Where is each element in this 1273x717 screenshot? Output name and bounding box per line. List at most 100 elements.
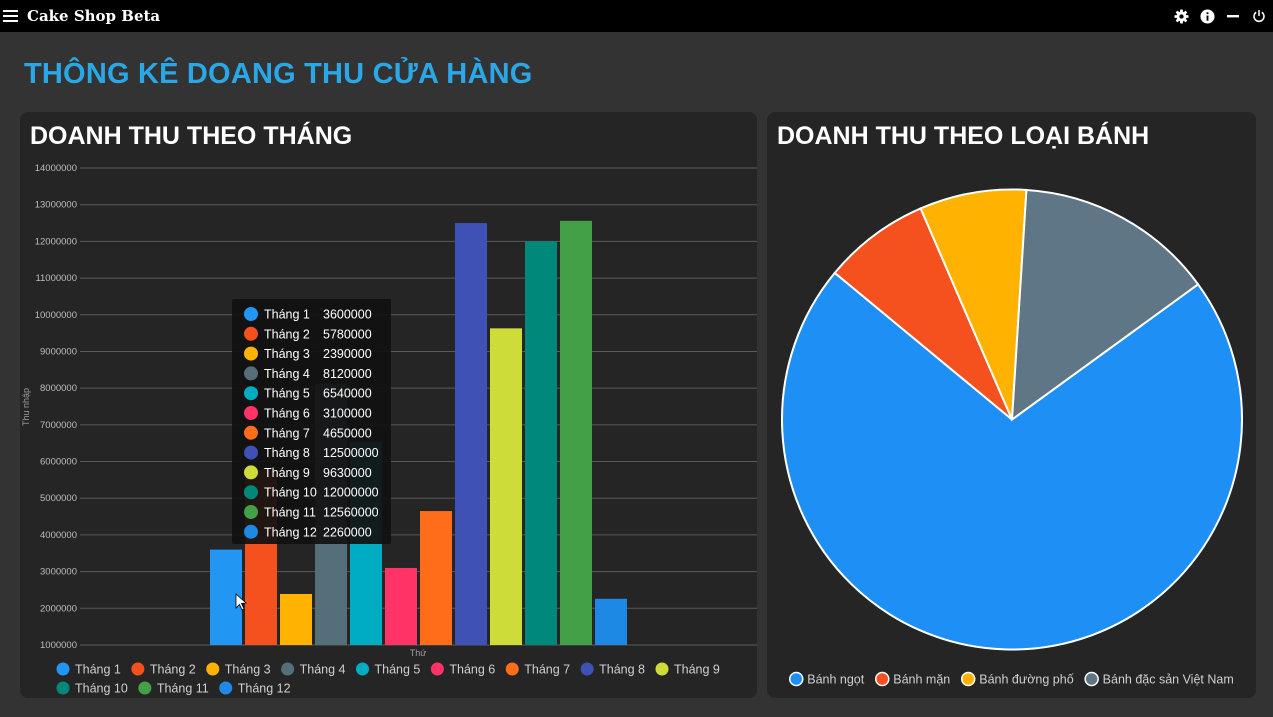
tooltip-swatch [244,425,258,440]
tooltip-swatch [244,307,258,321]
pie-slice-2[interactable] [833,207,1013,421]
tooltip-value: 2260000 [323,525,372,539]
legend-label[interactable]: Tháng 11 [157,682,209,696]
y-tick-label: 12000000 [35,236,77,247]
tooltip-value: 12000000 [323,486,379,500]
tooltip-value: 3600000 [323,308,372,322]
legend-swatch [788,671,804,687]
legend-label[interactable]: Tháng 7 [524,663,570,677]
y-tick-label: 13000000 [35,200,77,211]
hamburger-menu-icon[interactable] [3,10,19,22]
tooltip-value: 12560000 [323,506,379,520]
legend-swatch [138,681,152,695]
tooltip-value: 5780000 [323,327,372,341]
legend-swatch [430,662,444,676]
y-tick-label: 3000000 [40,567,77,578]
legend-swatch [655,662,669,676]
tooltip-month-label: Tháng 3 [264,347,310,361]
legend-label[interactable]: Tháng 12 [238,682,291,696]
app-title: Cake Shop Beta [27,7,161,25]
y-tick-label: 1000000 [40,640,77,651]
title-bar: Cake Shop Beta [0,0,1273,32]
tooltip-value: 8120000 [323,367,372,381]
tooltip-month-label: Tháng 4 [264,367,310,381]
pie-slice-4[interactable] [1010,188,1200,422]
legend-label[interactable]: Tháng 1 [75,663,121,677]
cake-type-revenue-panel: DOANH THU THEO LOẠI BÁNH Bánh ngọt Bánh m… [767,112,1256,698]
y-axis-label: Thu nhập [21,388,31,426]
legend-swatch [281,662,295,676]
legend-swatch [56,681,70,695]
y-tick-label: 4000000 [40,530,77,541]
tooltip-swatch [244,505,258,519]
minimize-icon[interactable] [1225,8,1241,24]
legend-label[interactable]: Bánh mặn [893,673,950,687]
tooltip-month-label: Tháng 5 [264,387,310,401]
pie-legend: Bánh ngọt Bánh mặn Bánh đường phố Bánh đặc … [788,671,1234,687]
tooltip-swatch [244,366,258,381]
bar-10[interactable] [525,241,557,645]
tooltip-month-label: Tháng 6 [264,407,310,421]
power-icon[interactable] [1251,8,1267,24]
legend-swatch [505,662,519,676]
tooltip-value: 2390000 [323,347,372,361]
bar-7[interactable] [420,511,452,645]
bar-8[interactable] [455,223,487,645]
y-tick-label: 6000000 [40,457,77,468]
tooltip-swatch [244,406,258,420]
y-tick-label: 7000000 [40,420,77,431]
tooltip-value: 4650000 [323,426,372,440]
tooltip-swatch [244,485,258,500]
tooltip-swatch [244,326,258,341]
tooltip-swatch [244,386,258,401]
pie-chart-title: DOANH THU THEO LOẠI BÁNH [777,122,1150,150]
legend-swatch [580,662,594,676]
legend-swatch [219,681,233,695]
tooltip-month-label: Tháng 1 [264,308,310,322]
tooltip-month-label: Tháng 8 [264,446,310,460]
bar-9[interactable] [490,328,522,645]
legend-label[interactable]: Tháng 4 [300,663,346,677]
page-title: THÔNG KÊ DOANG THU CỬA HÀNG [24,58,533,90]
legend-label[interactable]: Tháng 2 [150,663,196,677]
bar-3[interactable] [280,593,312,645]
settings-icon[interactable] [1173,8,1189,24]
legend-swatch [56,662,70,676]
legend-swatch [206,662,220,676]
legend-label[interactable]: Bánh đặc sản Việt Nam [1103,673,1234,687]
pie-slice-3[interactable] [919,188,1028,420]
legend-label[interactable]: Tháng 9 [674,663,720,677]
tooltip-swatch [244,346,258,361]
bar-11[interactable] [560,220,592,645]
legend-label[interactable]: Tháng 6 [449,663,495,677]
tooltip-swatch [244,465,258,480]
cake-type-pie-chart[interactable]: Bánh ngọt Bánh mặn Bánh đường phố Bánh đặc … [767,112,1256,698]
legend-swatch [356,662,369,676]
legend-swatch [960,671,976,687]
pie-slice-1[interactable] [781,271,1243,651]
mouse-cursor-icon [235,593,247,611]
info-icon[interactable] [1199,8,1215,24]
tooltip-month-label: Tháng 7 [264,426,310,440]
tooltip-value: 3100000 [323,407,372,421]
legend-label[interactable]: Tháng 5 [375,663,421,677]
tooltip-month-label: Tháng 9 [264,466,310,480]
monthly-revenue-bar-chart[interactable]: 1000000 2000000 3000000 4000000 5000000 60000… [20,112,757,698]
tooltip-month-label: Tháng 11 [264,506,316,520]
y-tick-label: 9000000 [40,346,77,357]
legend-swatch [131,662,145,676]
y-tick-label: 5000000 [40,493,77,504]
y-tick-label: 11000000 [35,273,77,284]
legend-label[interactable]: Bánh ngọt [807,673,865,687]
tooltip-swatch [244,445,258,460]
tooltip-month-label: Tháng 10 [264,486,317,500]
legend-label[interactable]: Tháng 8 [599,663,645,677]
tooltip-swatch [244,524,258,539]
legend-label[interactable]: Bánh đường phố [979,673,1073,687]
legend-label[interactable]: Tháng 10 [75,682,128,696]
chart-tooltip [232,299,391,544]
bar-6[interactable] [385,567,417,645]
bar-12[interactable] [595,598,627,645]
y-tick-label: 14000000 [35,163,77,174]
legend-label[interactable]: Tháng 3 [225,663,271,677]
